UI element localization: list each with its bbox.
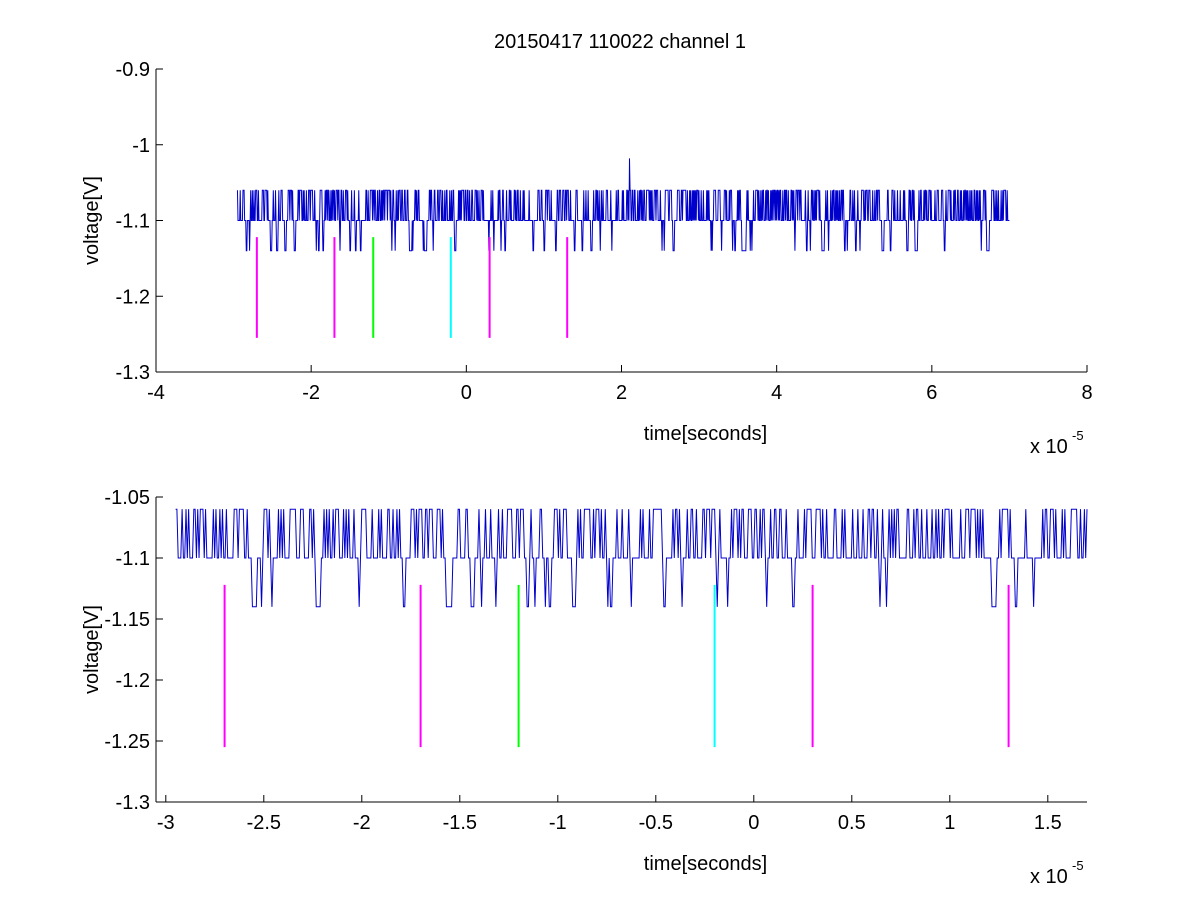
x-tick-label: 6 bbox=[926, 382, 937, 404]
y-tick-label: -0.9 bbox=[116, 59, 150, 81]
figure-title: 20150417 110022 channel 1 bbox=[494, 31, 746, 53]
y-tick-label: -1.3 bbox=[116, 362, 150, 384]
voltage-trace bbox=[236, 158, 1010, 252]
x-multiplier-exponent: -5 bbox=[1072, 428, 1084, 443]
y-axis-label: voltage[V] bbox=[81, 605, 103, 694]
x-tick-label: -4 bbox=[147, 382, 165, 404]
y-axis-label: voltage[V] bbox=[81, 176, 103, 265]
y-tick-label: -1.05 bbox=[104, 487, 150, 509]
x-tick-label: 0 bbox=[461, 382, 472, 404]
y-tick-label: -1.25 bbox=[104, 731, 150, 753]
x-tick-label: 1.5 bbox=[1034, 812, 1062, 834]
y-tick-label: -1.3 bbox=[116, 792, 150, 814]
x-tick-label: -2 bbox=[353, 812, 371, 834]
top-chart: -4 -2 0 2 4 6 8 -1.3 -1.2 -1.1 -1 -0.9 time[seconds]… bbox=[81, 59, 1093, 458]
x-tick-label: -1.5 bbox=[443, 812, 477, 834]
y-tick-label: -1.2 bbox=[116, 670, 150, 692]
voltage-trace bbox=[175, 508, 1088, 608]
x-tick-label: -1 bbox=[549, 812, 567, 834]
x-tick-label: -3 bbox=[157, 812, 175, 834]
x-axis-label: time[seconds] bbox=[644, 423, 767, 445]
y-tick-label: -1 bbox=[132, 135, 150, 157]
y-tick-label: -1.15 bbox=[104, 609, 150, 631]
x-tick-label: -2.5 bbox=[247, 812, 281, 834]
y-tick-label: -1.1 bbox=[116, 211, 150, 233]
x-multiplier-label: x 10 bbox=[1030, 866, 1068, 888]
x-tick-label: -2 bbox=[302, 382, 320, 404]
x-tick-label: 4 bbox=[771, 382, 782, 404]
x-tick-label: 0.5 bbox=[838, 812, 866, 834]
x-tick-label: -0.5 bbox=[639, 812, 673, 834]
bottom-chart: -3 -2.5 -2 -1.5 -1 -0.5 0 0.5 1 1.5 -1.3 -1.25 -1.2 -… bbox=[81, 487, 1088, 888]
y-tick-label: -1.2 bbox=[116, 286, 150, 308]
x-tick-label: 0 bbox=[748, 812, 759, 834]
x-tick-label: 2 bbox=[616, 382, 627, 404]
x-axis-label: time[seconds] bbox=[644, 853, 767, 875]
x-tick-label: 1 bbox=[944, 812, 955, 834]
x-multiplier-label: x 10 bbox=[1030, 436, 1068, 458]
y-tick-label: -1.1 bbox=[116, 548, 150, 570]
x-multiplier-exponent: -5 bbox=[1072, 858, 1084, 873]
x-tick-label: 8 bbox=[1081, 382, 1092, 404]
